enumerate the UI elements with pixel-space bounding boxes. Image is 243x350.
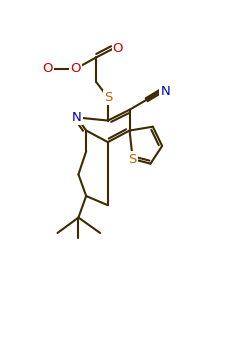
Text: N: N [160, 85, 170, 98]
Text: O: O [42, 62, 53, 76]
Text: N: N [72, 111, 82, 124]
Text: S: S [104, 91, 112, 104]
Text: O: O [113, 42, 123, 55]
Text: S: S [129, 153, 137, 166]
Text: O: O [70, 62, 81, 76]
